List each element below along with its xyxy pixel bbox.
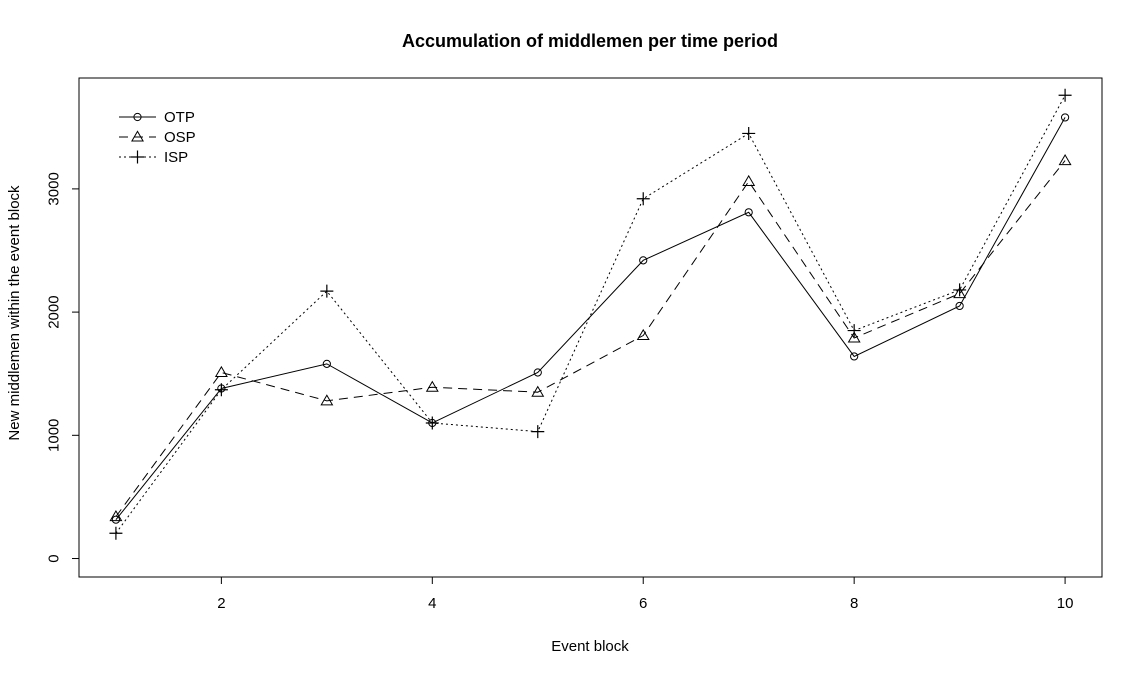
data-point	[214, 383, 228, 397]
legend-item-otp: OTP	[119, 109, 195, 126]
x-tick-label: 4	[428, 595, 436, 612]
x-tick-label: 6	[639, 595, 647, 612]
series-layer	[109, 88, 1072, 540]
legend-label: OTP	[164, 109, 195, 126]
y-axis-label: New middlemen within the event block	[6, 185, 23, 441]
data-point	[636, 192, 650, 206]
legend-item-isp: ISP	[119, 149, 188, 166]
x-tick-label: 8	[850, 595, 858, 612]
data-point	[742, 126, 756, 140]
data-point	[1058, 88, 1072, 102]
data-point	[1060, 113, 1070, 122]
data-point	[847, 331, 861, 343]
y-tick-label: 0	[46, 554, 63, 562]
series-line	[115, 95, 1066, 534]
data-point	[531, 385, 545, 397]
x-tick-label: 2	[217, 595, 225, 612]
data-point	[131, 130, 144, 142]
data-point	[636, 328, 650, 341]
legend: OTP OSP ISP	[119, 109, 196, 166]
plot-area-frame	[78, 77, 1103, 578]
y-tick-label: 1000	[46, 419, 63, 452]
data-point	[742, 174, 756, 187]
data-point	[133, 112, 142, 122]
series-isp	[109, 88, 1072, 540]
y-tick-label: 2000	[46, 295, 63, 328]
series-osp	[109, 153, 1072, 522]
legend-item-osp: OSP	[119, 129, 196, 146]
data-point	[109, 510, 123, 522]
series-line	[115, 117, 1066, 521]
y-axis: 0 1000 2000 3000	[46, 172, 80, 563]
data-point	[322, 359, 331, 368]
data-point	[425, 416, 439, 430]
data-point	[425, 380, 439, 392]
data-point	[744, 208, 753, 217]
x-tick-label: 10	[1057, 595, 1074, 612]
data-point	[320, 284, 334, 298]
data-point	[533, 368, 542, 377]
data-point	[1058, 153, 1072, 166]
x-axis: 2 4 6 8 10	[217, 576, 1074, 612]
x-axis-label: Event block	[551, 638, 629, 655]
data-point	[320, 394, 334, 406]
data-point	[109, 526, 123, 540]
data-point	[847, 324, 861, 338]
data-point	[953, 283, 967, 297]
data-point	[850, 352, 859, 361]
data-point	[955, 301, 964, 311]
y-tick-label: 3000	[46, 172, 63, 205]
chart-title: Accumulation of middlemen per time perio…	[402, 31, 778, 51]
data-point	[639, 256, 648, 265]
data-point	[953, 287, 967, 299]
legend-label: ISP	[164, 149, 188, 166]
data-point	[214, 365, 228, 378]
data-point	[531, 425, 545, 439]
legend-label: OSP	[164, 129, 196, 146]
series-line	[115, 160, 1066, 517]
data-point	[131, 150, 144, 164]
series-otp	[111, 113, 1070, 524]
